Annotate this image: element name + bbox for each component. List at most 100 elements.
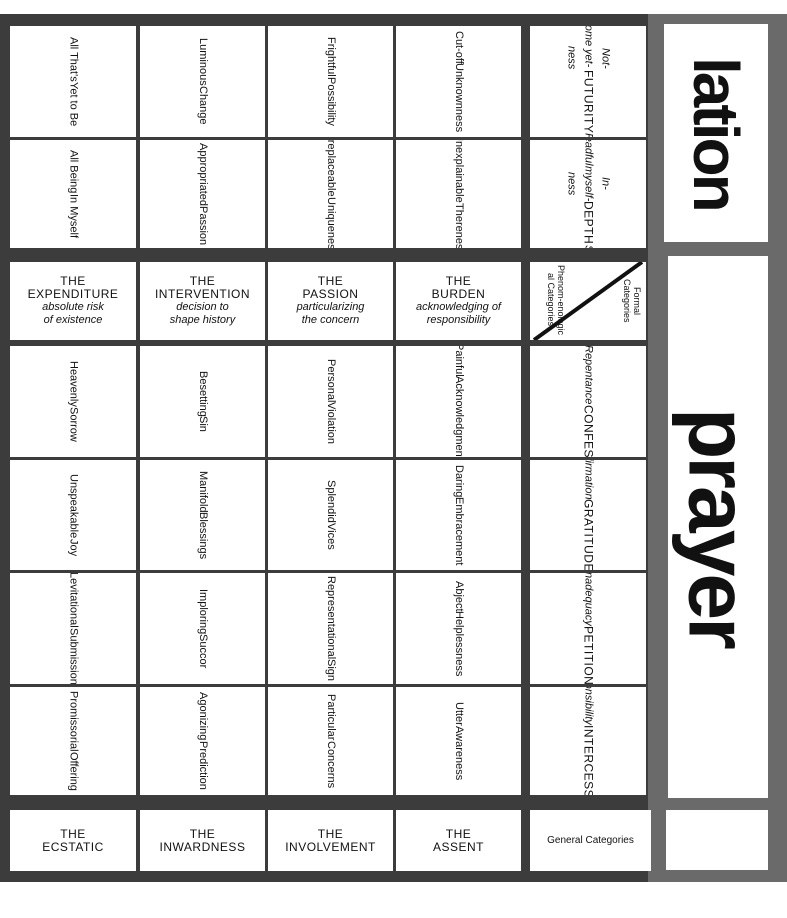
cell-line: Offering bbox=[67, 751, 80, 791]
main-cell: Manifold Blessings bbox=[140, 460, 265, 570]
cell-title: INTERCESSION bbox=[581, 725, 596, 795]
cell-line: Sign bbox=[325, 659, 337, 682]
cell-line: Representational bbox=[325, 575, 337, 660]
main-cell: Heavenly Sorrow bbox=[10, 346, 136, 457]
general-category-label: THE ASSENT bbox=[396, 810, 521, 871]
cell-line: Succor bbox=[197, 634, 209, 669]
general-categories-label: General Categories bbox=[547, 835, 634, 846]
cell-line: Violation bbox=[325, 402, 337, 445]
title-fragment-banner: lation bbox=[664, 24, 768, 242]
main-cell: Utter Awareness bbox=[396, 687, 521, 795]
main-cell: Painful Acknowledgment bbox=[396, 346, 521, 457]
cell-line: Prediction bbox=[197, 740, 209, 790]
cell-line: Joy bbox=[67, 538, 80, 556]
cell-line: Uniqueness bbox=[325, 196, 337, 248]
title-fragment: lation bbox=[680, 56, 752, 210]
empty-corner-box bbox=[666, 810, 768, 870]
cell-line: Yet to Be bbox=[67, 81, 80, 126]
cell-line: Thereness bbox=[453, 202, 465, 248]
cell-line: Concerns bbox=[325, 740, 337, 788]
column-header: THE INTERVENTION decision to shape history bbox=[140, 262, 265, 340]
header-title: PASSION bbox=[302, 287, 359, 301]
cell-line: In-myself-ness bbox=[565, 166, 612, 202]
cell-line: Submission bbox=[67, 627, 80, 684]
bottom-line: THE bbox=[60, 826, 86, 841]
formal-main-cell: SituationalAffirmationGRATITUDEDependenc… bbox=[530, 460, 646, 570]
cell-line: Besetting bbox=[197, 370, 209, 417]
main-cell: Representational Sign bbox=[268, 573, 393, 684]
cell-line: Manifold bbox=[197, 470, 209, 513]
cell-line: Dreadful bbox=[582, 140, 595, 166]
cell-title: PETITION bbox=[581, 625, 596, 684]
cell-line: Unexplainable bbox=[453, 140, 465, 203]
top-cell: All That's Yet to Be bbox=[10, 26, 136, 137]
main-cell: Levitational Submission bbox=[10, 573, 136, 684]
header-subtitle: absolute risk bbox=[42, 301, 104, 313]
bottom-line: THE bbox=[189, 826, 216, 841]
header-subtitle: the concern bbox=[301, 314, 360, 326]
cell-line: Promissorial bbox=[67, 691, 80, 752]
cell-title: DEPTH bbox=[581, 201, 596, 245]
column-header: THE BURDEN acknowledging of responsibility bbox=[396, 262, 521, 340]
main-cell: Unspeakable Joy bbox=[10, 460, 136, 570]
cell-line: Luminous bbox=[197, 38, 209, 87]
header-subtitle: decision to bbox=[176, 301, 229, 313]
cell-line: Unknownness bbox=[453, 63, 465, 133]
general-category-label: THE ECSTATIC bbox=[10, 810, 136, 871]
main-cell: Splendid Vices bbox=[268, 460, 393, 570]
cell-line: Imploring bbox=[197, 588, 209, 634]
cell-line: Splendid bbox=[325, 480, 337, 524]
prayer-banner: prayer bbox=[668, 256, 768, 798]
cell-line: Embracement bbox=[453, 496, 465, 566]
cell-line: Change bbox=[197, 86, 209, 125]
top-cell: Frightful Possibility bbox=[268, 26, 393, 137]
top-cell: Irreplaceable Uniqueness bbox=[268, 140, 393, 248]
top-cell: Cut-off Unknownness bbox=[396, 26, 521, 137]
cell-line: In Myself bbox=[67, 193, 80, 238]
cell-line: Blessings bbox=[197, 512, 209, 560]
formal-main-cell: UniversalResponsibilityINTERCESSIONOblig… bbox=[530, 687, 646, 795]
cell-line: Acknowledgment bbox=[453, 376, 465, 457]
bottom-line: INWARDNESS bbox=[159, 839, 246, 854]
main-cell: Daring Embracement bbox=[396, 460, 521, 570]
cell-title: CONFESSION bbox=[581, 404, 596, 457]
header-subtitle: of existence bbox=[43, 314, 103, 326]
header-subtitle: acknowledging of bbox=[415, 301, 501, 313]
cell-title: GRATITUDE bbox=[581, 499, 596, 570]
cell-line: Inadequacy bbox=[582, 573, 595, 626]
cell-line: Daring bbox=[453, 464, 465, 497]
cell-line: Awesome bbox=[580, 26, 597, 46]
cell-line: Agonizing bbox=[197, 692, 209, 741]
cell-line: All Being bbox=[67, 150, 80, 194]
bottom-line: ASSENT bbox=[432, 839, 484, 854]
main-cell: Abject Helplessness bbox=[396, 573, 521, 684]
header-title: BURDEN bbox=[431, 287, 486, 301]
top-cell: Unexplainable Thereness bbox=[396, 140, 521, 248]
cell-line: All That's bbox=[67, 37, 80, 82]
header-the: THE bbox=[60, 274, 86, 288]
header-subtitle: responsibility bbox=[426, 314, 491, 326]
general-category-label: THE INVOLVEMENT bbox=[268, 810, 393, 871]
cell-line: Levitational bbox=[67, 573, 80, 628]
cell-line: Frightful bbox=[325, 37, 337, 77]
cell-line: Painful bbox=[453, 346, 465, 377]
cell-subtitle: Self bbox=[580, 245, 597, 248]
top-cell: Appropriated Passion bbox=[140, 140, 265, 248]
formal-header-cell: Formal Categories Phenom-enological Categ… bbox=[530, 262, 646, 340]
header-title: EXPENDITURE bbox=[27, 287, 119, 301]
header-title: INTERVENTION bbox=[154, 287, 251, 301]
cell-line: Unspeakable bbox=[67, 474, 80, 539]
header-subtitle: shape history bbox=[169, 314, 236, 326]
main-cell: Besetting Sin bbox=[140, 346, 265, 457]
header-the: THE bbox=[317, 274, 344, 288]
main-cell: Particular Concerns bbox=[268, 687, 393, 795]
header-the: THE bbox=[189, 274, 216, 288]
cell-line: Vices bbox=[325, 523, 337, 550]
cell-line: Helplessness bbox=[453, 611, 465, 677]
main-cell: Agonizing Prediction bbox=[140, 687, 265, 795]
diagonal-divider bbox=[532, 262, 644, 340]
general-categories-cell: General Categories bbox=[530, 810, 651, 871]
cell-line: Possibility bbox=[325, 76, 337, 126]
general-category-label: THE INWARDNESS bbox=[140, 810, 265, 871]
formal-main-cell: UnlimitedInadequacyPETITIONSurrender bbox=[530, 573, 646, 684]
